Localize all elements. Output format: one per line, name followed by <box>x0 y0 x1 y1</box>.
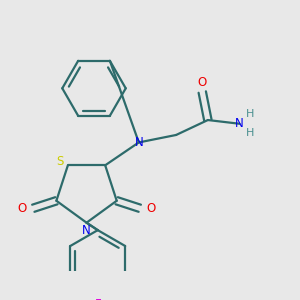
Text: N: N <box>235 117 244 130</box>
Text: H: H <box>246 110 254 119</box>
Text: S: S <box>56 155 63 168</box>
Text: N: N <box>134 136 143 149</box>
Text: F: F <box>94 298 101 300</box>
Text: O: O <box>146 202 156 215</box>
Text: N: N <box>82 224 91 237</box>
Text: H: H <box>246 128 254 138</box>
Text: O: O <box>17 202 27 215</box>
Text: O: O <box>198 76 207 89</box>
